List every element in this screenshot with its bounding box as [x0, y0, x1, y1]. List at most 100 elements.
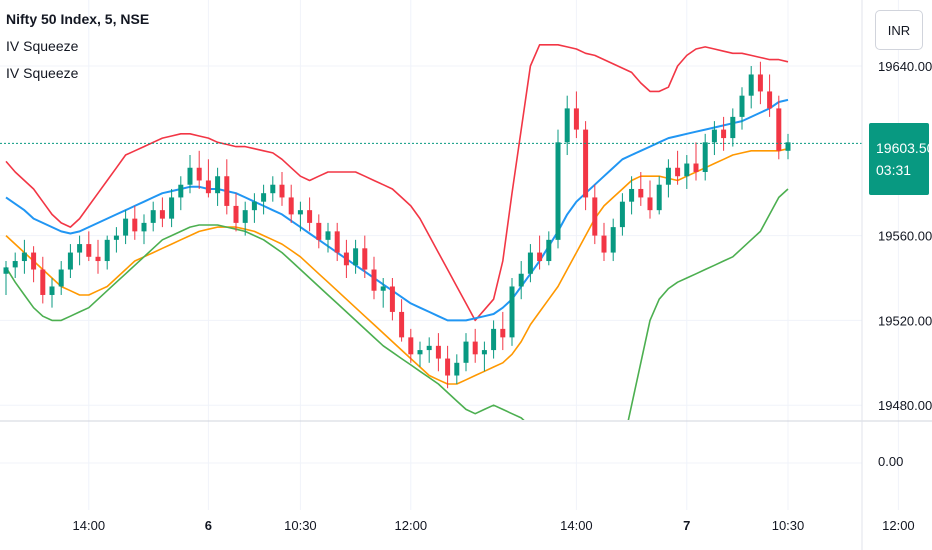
candle-body	[739, 95, 745, 117]
candle-body	[509, 286, 515, 338]
candle-body	[675, 167, 681, 177]
candle-body	[702, 142, 708, 172]
candle-body	[647, 197, 653, 211]
candle-body	[721, 129, 727, 139]
candle-body	[638, 188, 644, 198]
candle-body	[463, 341, 469, 363]
candle-body	[12, 261, 18, 268]
candle-body	[334, 231, 340, 253]
candle-body	[757, 74, 763, 92]
candle-body	[288, 197, 294, 215]
time-tick-label: 14:00	[73, 518, 106, 533]
currency-button[interactable]: INR	[875, 10, 923, 50]
candle-body	[77, 244, 83, 253]
time-tick-label: 12:00	[395, 518, 428, 533]
candle-body	[417, 350, 423, 355]
candle-body	[95, 256, 101, 262]
price-tick-label: 19480.00	[878, 398, 932, 413]
symbol-title[interactable]: Nifty 50 Index, 5, NSE	[6, 11, 150, 27]
candle-body	[196, 167, 202, 181]
chart-legend: Nifty 50 Index, 5, NSE IV Squeeze IV Squ…	[6, 6, 149, 87]
candle-body	[389, 286, 395, 312]
price-tick-label: 19640.00	[878, 59, 932, 74]
candle-body	[491, 328, 497, 351]
candle-body	[178, 184, 184, 198]
candle-body	[353, 248, 359, 266]
candle-body	[307, 210, 313, 223]
candle-body	[555, 142, 561, 240]
candle-body	[316, 222, 322, 240]
band-lower_outer	[5, 188, 789, 420]
candle-body	[21, 252, 27, 262]
price-tick-label: 19560.00	[878, 229, 932, 244]
candle-body	[583, 129, 589, 198]
candle-body	[656, 184, 662, 211]
candle-body	[527, 252, 533, 274]
candle-body	[665, 167, 671, 185]
candle-body	[481, 350, 487, 355]
indicator-label-1[interactable]: IV Squeeze	[6, 38, 79, 54]
candle-body	[601, 235, 607, 253]
band-lower_inner	[5, 147, 789, 385]
candle-body	[279, 184, 285, 198]
candle-body	[113, 235, 119, 240]
time-tick-label: 10:30	[284, 518, 317, 533]
time-axis[interactable]: 14:00 6 10:30 12:00 14:00 7 10:30 12:00	[73, 518, 915, 533]
candle-body	[49, 286, 55, 295]
last-price-value: 19603.50	[876, 140, 932, 156]
candle-body	[711, 129, 717, 143]
candle-body	[776, 108, 782, 151]
bar-countdown: 03:31	[876, 162, 912, 178]
indicator-bands	[5, 43, 789, 420]
candles	[3, 61, 791, 389]
candle-body	[592, 197, 598, 236]
candle-body	[343, 252, 349, 266]
candle-body	[233, 205, 239, 223]
candle-body	[619, 201, 625, 228]
band-upper	[5, 43, 789, 322]
candle-body	[215, 176, 221, 194]
indicator-label-2[interactable]: IV Squeeze	[6, 65, 79, 81]
candle-body	[693, 163, 699, 172]
candle-body	[297, 210, 303, 215]
candle-body	[325, 231, 331, 240]
candle-body	[573, 108, 579, 130]
candle-body	[67, 252, 73, 270]
candle-body	[31, 252, 37, 270]
candle-body	[159, 210, 165, 219]
time-tick-label: 7	[683, 518, 690, 533]
candle-body	[3, 267, 9, 274]
candle-body	[261, 193, 267, 202]
candle-body	[270, 184, 276, 194]
candle-body	[564, 108, 570, 143]
candle-body	[169, 197, 175, 219]
candle-body	[546, 239, 552, 262]
last-price-tag: 19603.50 03:31	[869, 123, 932, 195]
time-tick-label: 6	[205, 518, 212, 533]
candle-body	[610, 227, 616, 253]
candle-body	[767, 91, 773, 109]
candle-body	[58, 269, 64, 287]
candle-body	[435, 345, 441, 359]
price-axis[interactable]: 19640.00 19560.00 19520.00 19480.00	[878, 59, 932, 413]
candle-body	[224, 176, 230, 206]
time-tick-label: 12:00	[882, 518, 915, 533]
candle-body	[629, 188, 635, 202]
candle-body	[187, 167, 193, 185]
candle-body	[730, 116, 736, 139]
candle-body	[150, 210, 156, 223]
candle-body	[426, 345, 432, 351]
candle-body	[399, 311, 405, 338]
candle-body	[205, 180, 211, 194]
candle-body	[472, 341, 478, 355]
candle-body	[242, 210, 248, 223]
time-tick-label: 10:30	[772, 518, 805, 533]
candle-body	[132, 218, 138, 232]
candle-body	[123, 218, 129, 236]
candle-body	[454, 362, 460, 376]
candle-body	[40, 269, 46, 295]
candle-body	[86, 244, 92, 257]
candle-body	[684, 163, 690, 177]
candle-body	[380, 286, 386, 291]
candle-body	[141, 222, 147, 232]
